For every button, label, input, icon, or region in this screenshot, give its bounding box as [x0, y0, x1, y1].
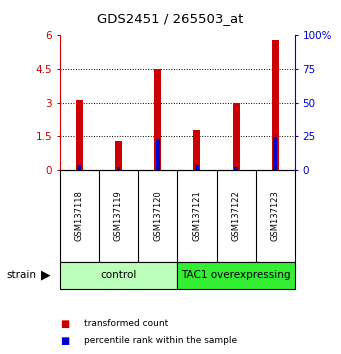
- FancyBboxPatch shape: [60, 262, 177, 289]
- Bar: [76, 101, 83, 170]
- Text: ▶: ▶: [41, 269, 51, 282]
- Text: percentile rank within the sample: percentile rank within the sample: [84, 336, 237, 345]
- Text: strain: strain: [7, 270, 37, 280]
- Text: GSM137120: GSM137120: [153, 190, 162, 241]
- Bar: [195, 165, 199, 170]
- Text: GSM137121: GSM137121: [192, 190, 202, 241]
- FancyBboxPatch shape: [177, 262, 295, 289]
- Bar: [234, 166, 238, 170]
- Bar: [117, 167, 120, 170]
- Bar: [233, 103, 240, 170]
- Bar: [154, 69, 161, 170]
- Text: GSM137118: GSM137118: [75, 190, 84, 241]
- Bar: [156, 139, 160, 170]
- Text: GDS2451 / 265503_at: GDS2451 / 265503_at: [97, 12, 244, 25]
- Bar: [193, 130, 201, 170]
- Bar: [77, 165, 81, 170]
- Text: GSM137123: GSM137123: [271, 190, 280, 241]
- Bar: [115, 141, 122, 170]
- Text: TAC1 overexpressing: TAC1 overexpressing: [181, 270, 291, 280]
- Text: ■: ■: [60, 319, 69, 329]
- Text: GSM137119: GSM137119: [114, 190, 123, 241]
- Bar: [273, 137, 277, 170]
- Text: ■: ■: [60, 336, 69, 346]
- Text: GSM137122: GSM137122: [232, 190, 241, 241]
- Bar: [272, 40, 279, 170]
- Text: transformed count: transformed count: [84, 319, 168, 329]
- Text: control: control: [100, 270, 137, 280]
